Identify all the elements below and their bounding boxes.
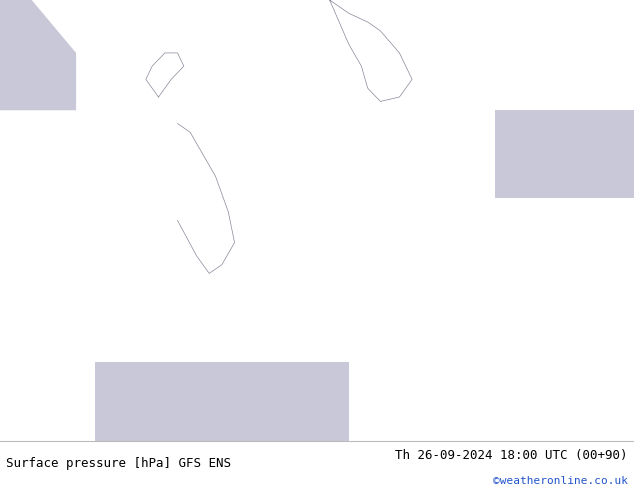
Text: ©weatheronline.co.uk: ©weatheronline.co.uk	[493, 476, 628, 486]
Polygon shape	[95, 362, 349, 441]
Polygon shape	[495, 110, 634, 198]
Text: Th 26-09-2024 18:00 UTC (00+90): Th 26-09-2024 18:00 UTC (00+90)	[395, 449, 628, 462]
Text: Surface pressure [hPa] GFS ENS: Surface pressure [hPa] GFS ENS	[6, 457, 231, 469]
Polygon shape	[0, 0, 76, 110]
